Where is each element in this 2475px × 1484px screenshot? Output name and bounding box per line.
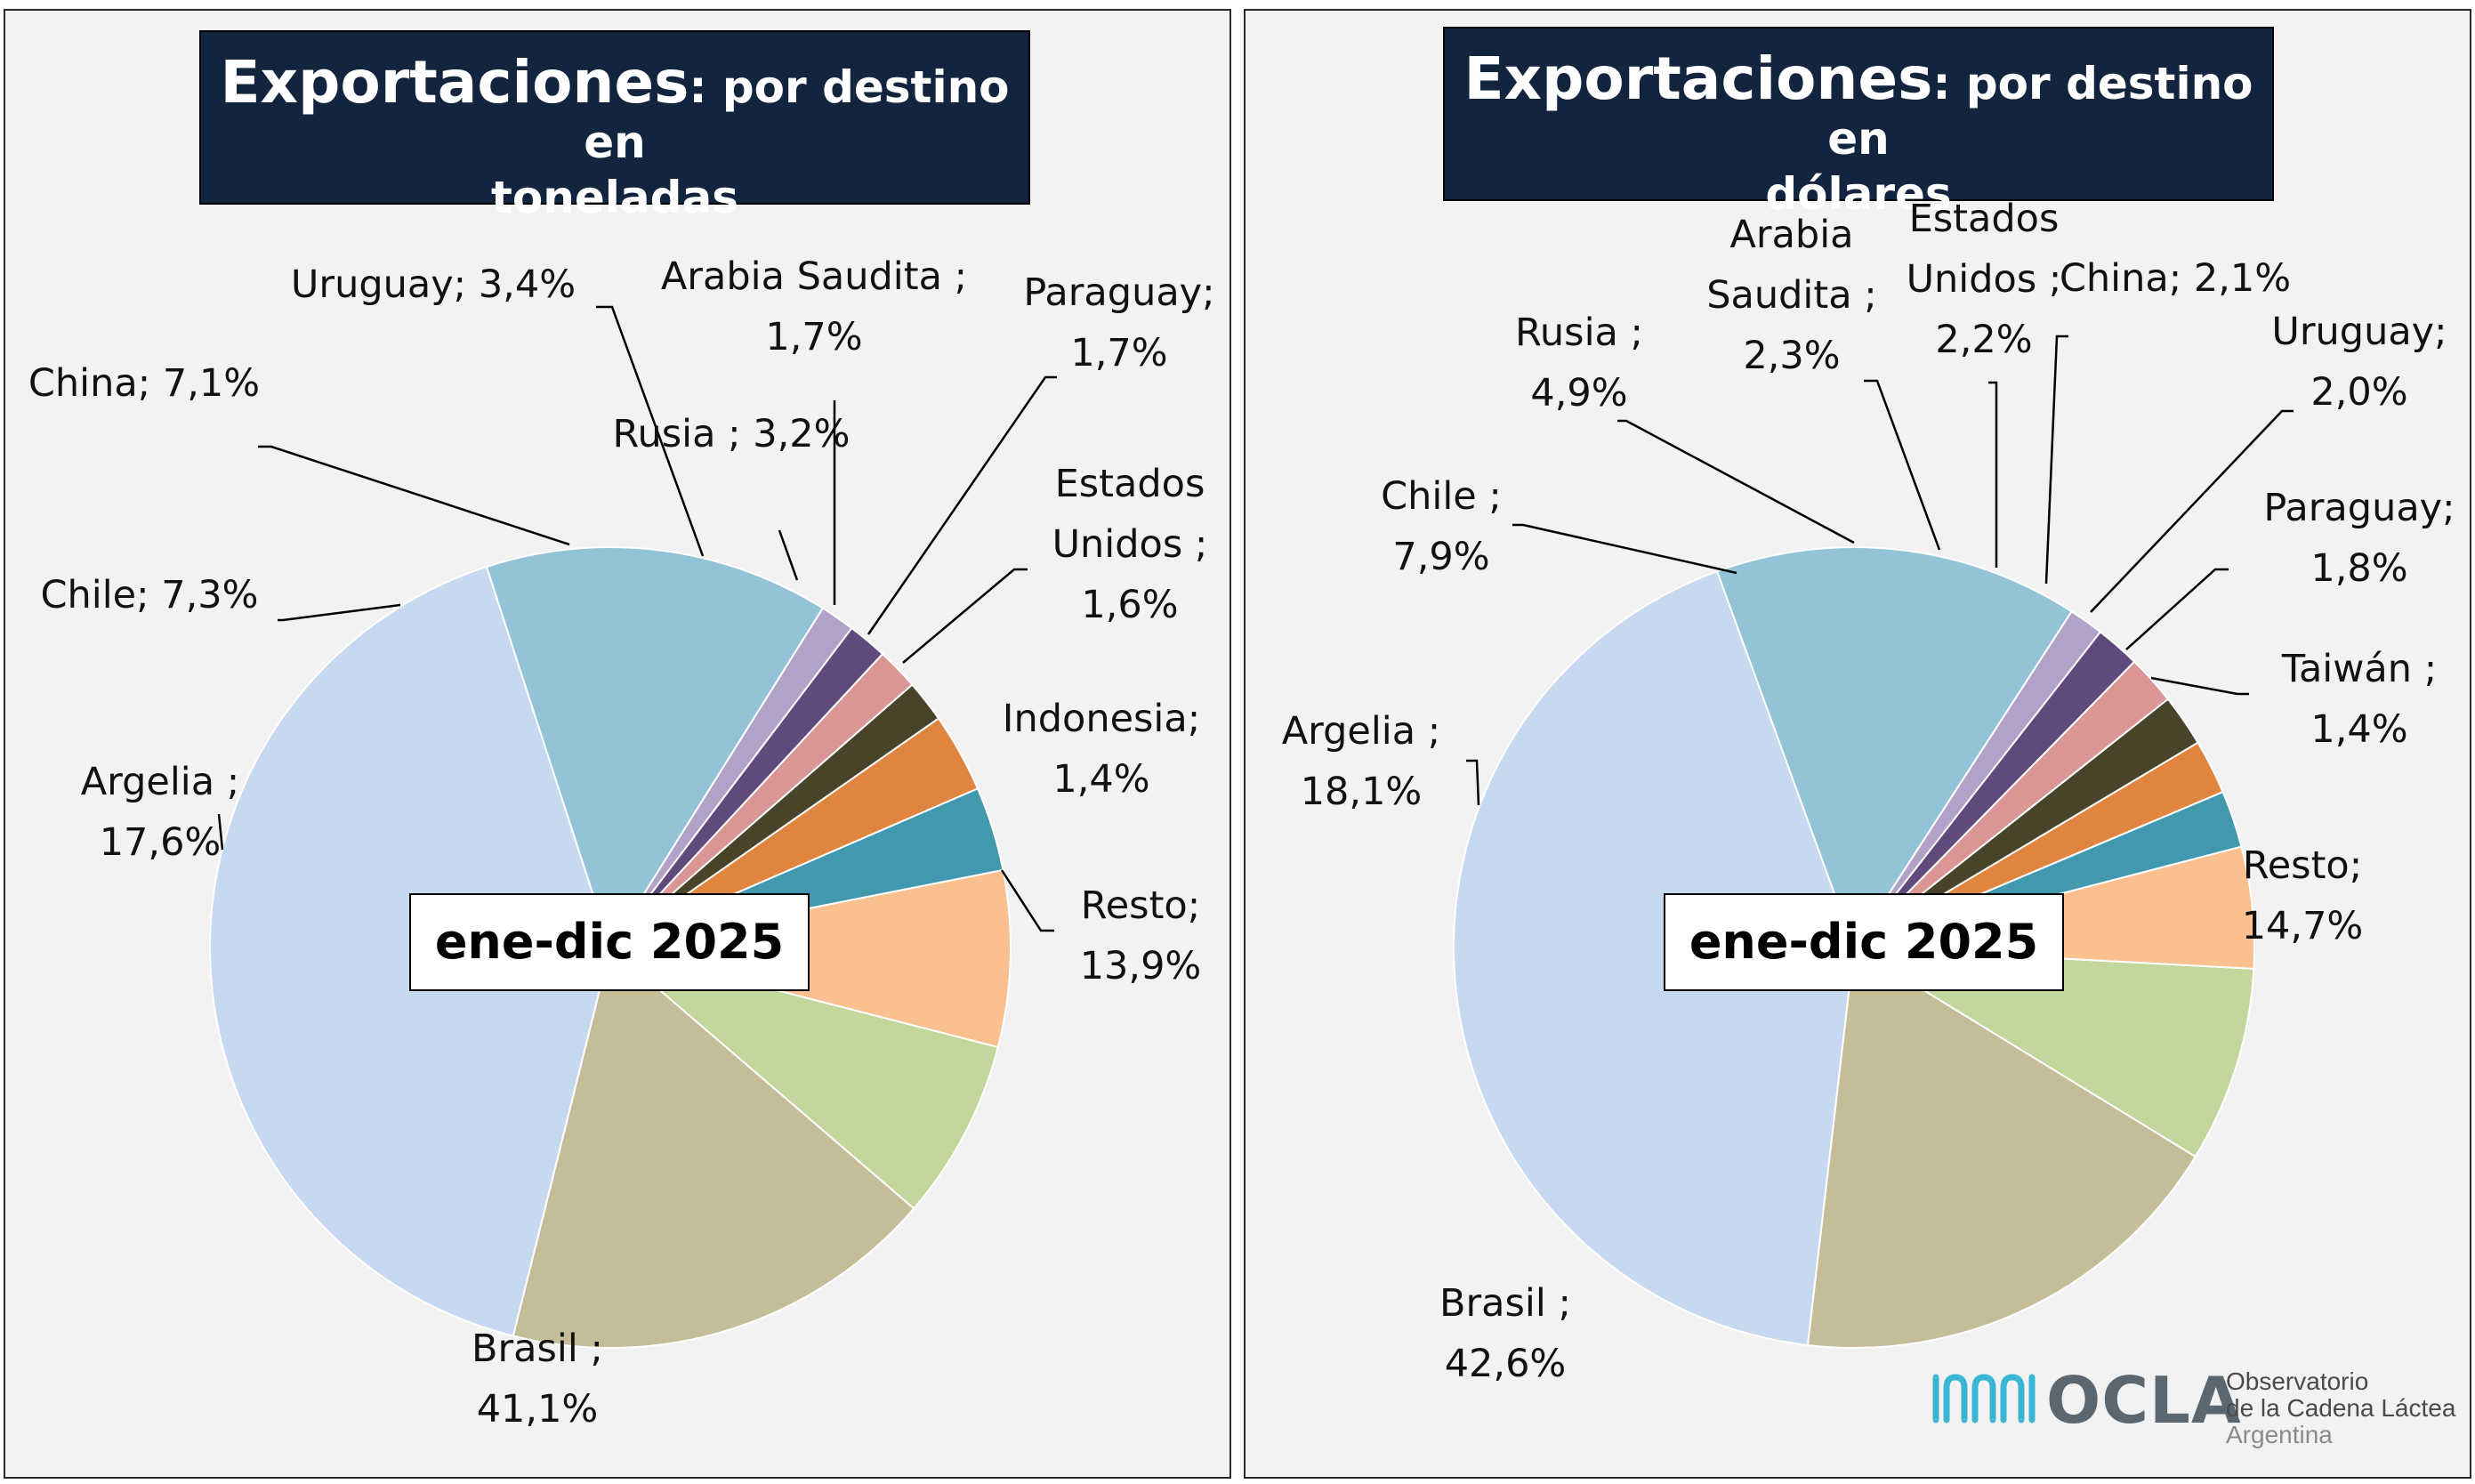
title-main: Exportaciones <box>1463 44 1933 113</box>
leader-line <box>2044 335 2068 585</box>
leader-line <box>2125 568 2229 650</box>
data-label-china: China; 2,1% <box>2060 256 2291 301</box>
chart-title-dollars: Exportaciones: por destino en dólares <box>1443 27 2274 220</box>
leader-line <box>258 445 570 546</box>
pie-slice-chile <box>609 947 1000 1210</box>
leader-line <box>1512 523 1737 575</box>
title-main: Exportaciones <box>220 48 689 117</box>
logo-line1: Observatorio <box>2226 1367 2369 1395</box>
data-label-argelia: Argelia ; 17,6% <box>81 760 240 865</box>
data-label-taiw-n: Taiwán ; 1,4% <box>2281 647 2437 752</box>
leader-line <box>1466 759 1480 806</box>
ocla-wave-icon <box>1932 1374 2036 1424</box>
logo-word: OCLA <box>2046 1363 2242 1438</box>
leader-line <box>1617 419 1855 544</box>
leader-line <box>902 568 1028 664</box>
ocla-logo: OCLA Observatorio de la Cadena Láctea Ar… <box>1931 1361 2464 1468</box>
pie-slice-resto <box>485 546 825 950</box>
pie-slice-chile <box>1853 947 2255 1158</box>
data-label-estados-unidos: Estados Unidos ; 1,6% <box>1052 462 1208 627</box>
data-label-arabia-saudita: Arabia Saudita ; 1,7% <box>661 254 967 359</box>
period-label-dollars: ene-dic 2025 <box>1664 893 2064 991</box>
data-label-resto: Resto; 14,7% <box>2242 843 2364 948</box>
leader-line <box>596 305 705 557</box>
data-label-resto: Resto; 13,9% <box>1080 883 1202 988</box>
logo-line3: Argentina <box>2226 1421 2333 1448</box>
leader-line <box>278 603 401 622</box>
data-label-uruguay: Uruguay; 3,4% <box>291 262 576 307</box>
data-label-rusia: Rusia ; 4,9% <box>1515 311 1643 415</box>
title-sub-line2: dólares <box>1765 168 1952 220</box>
pie-slice-argelia <box>512 946 915 1349</box>
period-label-tonnes: ene-dic 2025 <box>409 893 810 991</box>
title-sub: : por destino en <box>584 61 1010 168</box>
pie-slice-brasil <box>1453 569 1856 1347</box>
chart-title-tonnes: Exportaciones: por destino en toneladas <box>199 30 1030 223</box>
pie-slice-resto <box>1715 546 2073 950</box>
data-label-paraguay: Paraguay; 1,7% <box>1023 270 1214 375</box>
leader-line <box>2150 676 2249 696</box>
data-label-rusia: Rusia ; 3,2% <box>613 412 851 456</box>
leader-line <box>1988 381 1998 568</box>
data-label-estados-unidos: Estados Unidos ; 2,2% <box>1907 197 2062 362</box>
data-label-china: China; 7,1% <box>28 361 260 406</box>
title-sub: : por destino en <box>1827 58 2253 165</box>
data-label-argelia: Argelia ; 18,1% <box>1282 709 1441 814</box>
logo-line2: de la Cadena Láctea <box>2226 1394 2456 1422</box>
data-label-brasil: Brasil ; 42,6% <box>1439 1281 1571 1386</box>
data-label-paraguay: Paraguay; 1,8% <box>2263 486 2455 591</box>
pie-slice-argelia <box>1806 946 2197 1349</box>
data-label-uruguay: Uruguay; 2,0% <box>2271 310 2447 415</box>
pie-slice-china <box>609 868 1012 1049</box>
data-label-brasil: Brasil ; 41,1% <box>472 1327 603 1432</box>
leader-line <box>867 375 1057 635</box>
leader-line <box>217 813 224 851</box>
pie-0: Brasil ; 41,1% Argelia ; 17,6% Chile; 7,3% Ch… <box>28 254 1215 1432</box>
leader-line <box>1864 379 1941 551</box>
data-label-chile: Chile ; 7,9% <box>1381 474 1502 579</box>
leader-line <box>2090 409 2294 613</box>
title-sub-line2: toneladas <box>491 172 738 223</box>
leader-line <box>1000 869 1054 932</box>
leader-line <box>778 529 799 581</box>
pie-1: Brasil ; 42,6% Argelia ; 18,1% Chile ; 7,9%Ru… <box>1282 197 2455 1386</box>
data-label-indonesia: Indonesia; 1,4% <box>1003 697 1200 802</box>
data-label-chile: Chile; 7,3% <box>40 573 258 617</box>
data-label-arabia-saudita: Arabia Saudita ; 2,3% <box>1706 213 1877 378</box>
logo-subtitle: Observatorio de la Cadena Láctea Argenti… <box>2226 1368 2455 1448</box>
